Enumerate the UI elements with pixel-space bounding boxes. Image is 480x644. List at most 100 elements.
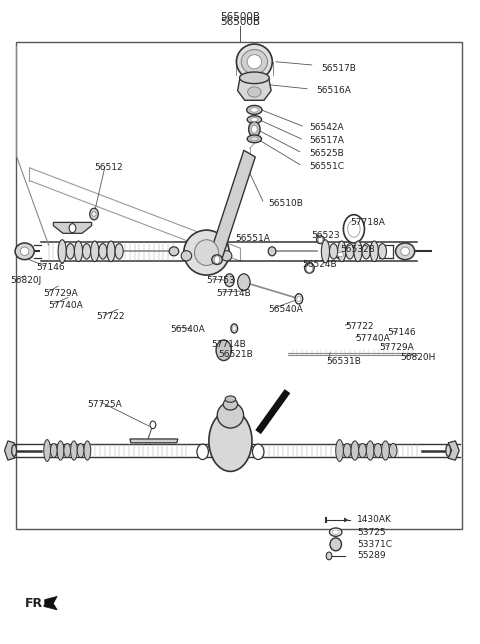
Text: 57146: 57146 [36, 263, 65, 272]
Text: 56820J: 56820J [10, 276, 41, 285]
Ellipse shape [71, 441, 77, 460]
Ellipse shape [115, 243, 123, 259]
Text: 56542A: 56542A [310, 124, 344, 133]
Ellipse shape [225, 396, 236, 402]
Ellipse shape [335, 251, 346, 259]
Text: 56523: 56523 [311, 231, 339, 240]
Ellipse shape [329, 528, 342, 536]
Ellipse shape [184, 230, 229, 275]
Ellipse shape [378, 243, 386, 259]
Text: 57740A: 57740A [48, 301, 84, 310]
Polygon shape [259, 427, 263, 432]
Circle shape [197, 444, 208, 460]
Ellipse shape [247, 106, 262, 115]
Ellipse shape [332, 530, 339, 535]
Polygon shape [130, 439, 178, 443]
Circle shape [318, 236, 323, 243]
Ellipse shape [330, 538, 341, 551]
Ellipse shape [232, 326, 236, 331]
Text: 56517A: 56517A [310, 137, 344, 146]
Ellipse shape [370, 241, 378, 261]
Polygon shape [4, 441, 14, 460]
Text: 56500B: 56500B [220, 17, 260, 27]
Ellipse shape [237, 44, 272, 79]
Ellipse shape [362, 243, 370, 259]
Ellipse shape [343, 444, 351, 458]
Text: 53371C: 53371C [357, 540, 392, 549]
Ellipse shape [329, 243, 337, 259]
Text: 56517B: 56517B [322, 64, 356, 73]
Ellipse shape [336, 440, 343, 462]
Ellipse shape [84, 441, 91, 460]
Text: 56500B: 56500B [220, 12, 260, 22]
Ellipse shape [401, 247, 409, 256]
Ellipse shape [194, 240, 218, 265]
Ellipse shape [297, 296, 301, 302]
Ellipse shape [217, 402, 243, 428]
Ellipse shape [305, 263, 314, 273]
Ellipse shape [231, 324, 238, 333]
Text: 57722: 57722 [96, 312, 125, 321]
Polygon shape [45, 596, 57, 610]
Ellipse shape [15, 243, 34, 260]
Ellipse shape [223, 399, 238, 410]
Text: 57722: 57722 [345, 322, 374, 331]
Ellipse shape [58, 240, 66, 263]
Ellipse shape [57, 441, 64, 460]
Circle shape [252, 444, 264, 460]
Ellipse shape [251, 118, 258, 122]
Text: 1430AK: 1430AK [357, 515, 392, 524]
Circle shape [252, 126, 257, 133]
Text: 56820H: 56820H [400, 353, 436, 362]
Polygon shape [53, 222, 92, 233]
Ellipse shape [181, 251, 192, 261]
Ellipse shape [346, 243, 354, 259]
Ellipse shape [83, 243, 91, 259]
Ellipse shape [169, 247, 179, 256]
Ellipse shape [247, 135, 262, 143]
Ellipse shape [99, 243, 107, 259]
Ellipse shape [92, 212, 96, 216]
Text: 57729A: 57729A [380, 343, 415, 352]
Text: 56532B: 56532B [340, 245, 375, 254]
Text: 56551A: 56551A [235, 234, 270, 243]
Polygon shape [238, 78, 271, 100]
Circle shape [150, 421, 156, 429]
Text: 57714B: 57714B [211, 340, 246, 349]
Text: 57729A: 57729A [43, 289, 78, 298]
Circle shape [326, 552, 332, 560]
Ellipse shape [12, 445, 16, 457]
Ellipse shape [268, 247, 276, 256]
Text: 56510B: 56510B [269, 198, 303, 207]
Circle shape [69, 223, 76, 232]
Ellipse shape [337, 252, 343, 257]
Circle shape [343, 214, 364, 243]
Ellipse shape [317, 236, 324, 243]
Circle shape [225, 274, 234, 287]
Ellipse shape [44, 440, 50, 462]
Ellipse shape [322, 240, 329, 263]
Ellipse shape [247, 55, 262, 69]
Ellipse shape [241, 50, 267, 74]
Ellipse shape [77, 444, 84, 458]
Ellipse shape [366, 441, 374, 460]
Ellipse shape [351, 441, 359, 460]
Text: 56516A: 56516A [317, 86, 351, 95]
Polygon shape [448, 441, 459, 460]
Circle shape [216, 340, 231, 361]
Ellipse shape [64, 444, 71, 458]
Text: FR.: FR. [24, 597, 48, 610]
Ellipse shape [74, 241, 83, 261]
Circle shape [249, 122, 260, 137]
Ellipse shape [354, 241, 362, 261]
Text: 56540A: 56540A [170, 325, 205, 334]
Ellipse shape [359, 444, 366, 458]
Bar [16, 43, 462, 529]
Text: 57725A: 57725A [87, 400, 121, 409]
Text: 56540A: 56540A [269, 305, 303, 314]
Ellipse shape [382, 441, 389, 460]
Ellipse shape [374, 444, 382, 458]
Ellipse shape [248, 87, 261, 97]
Text: 56531B: 56531B [326, 357, 361, 366]
Circle shape [90, 208, 98, 220]
